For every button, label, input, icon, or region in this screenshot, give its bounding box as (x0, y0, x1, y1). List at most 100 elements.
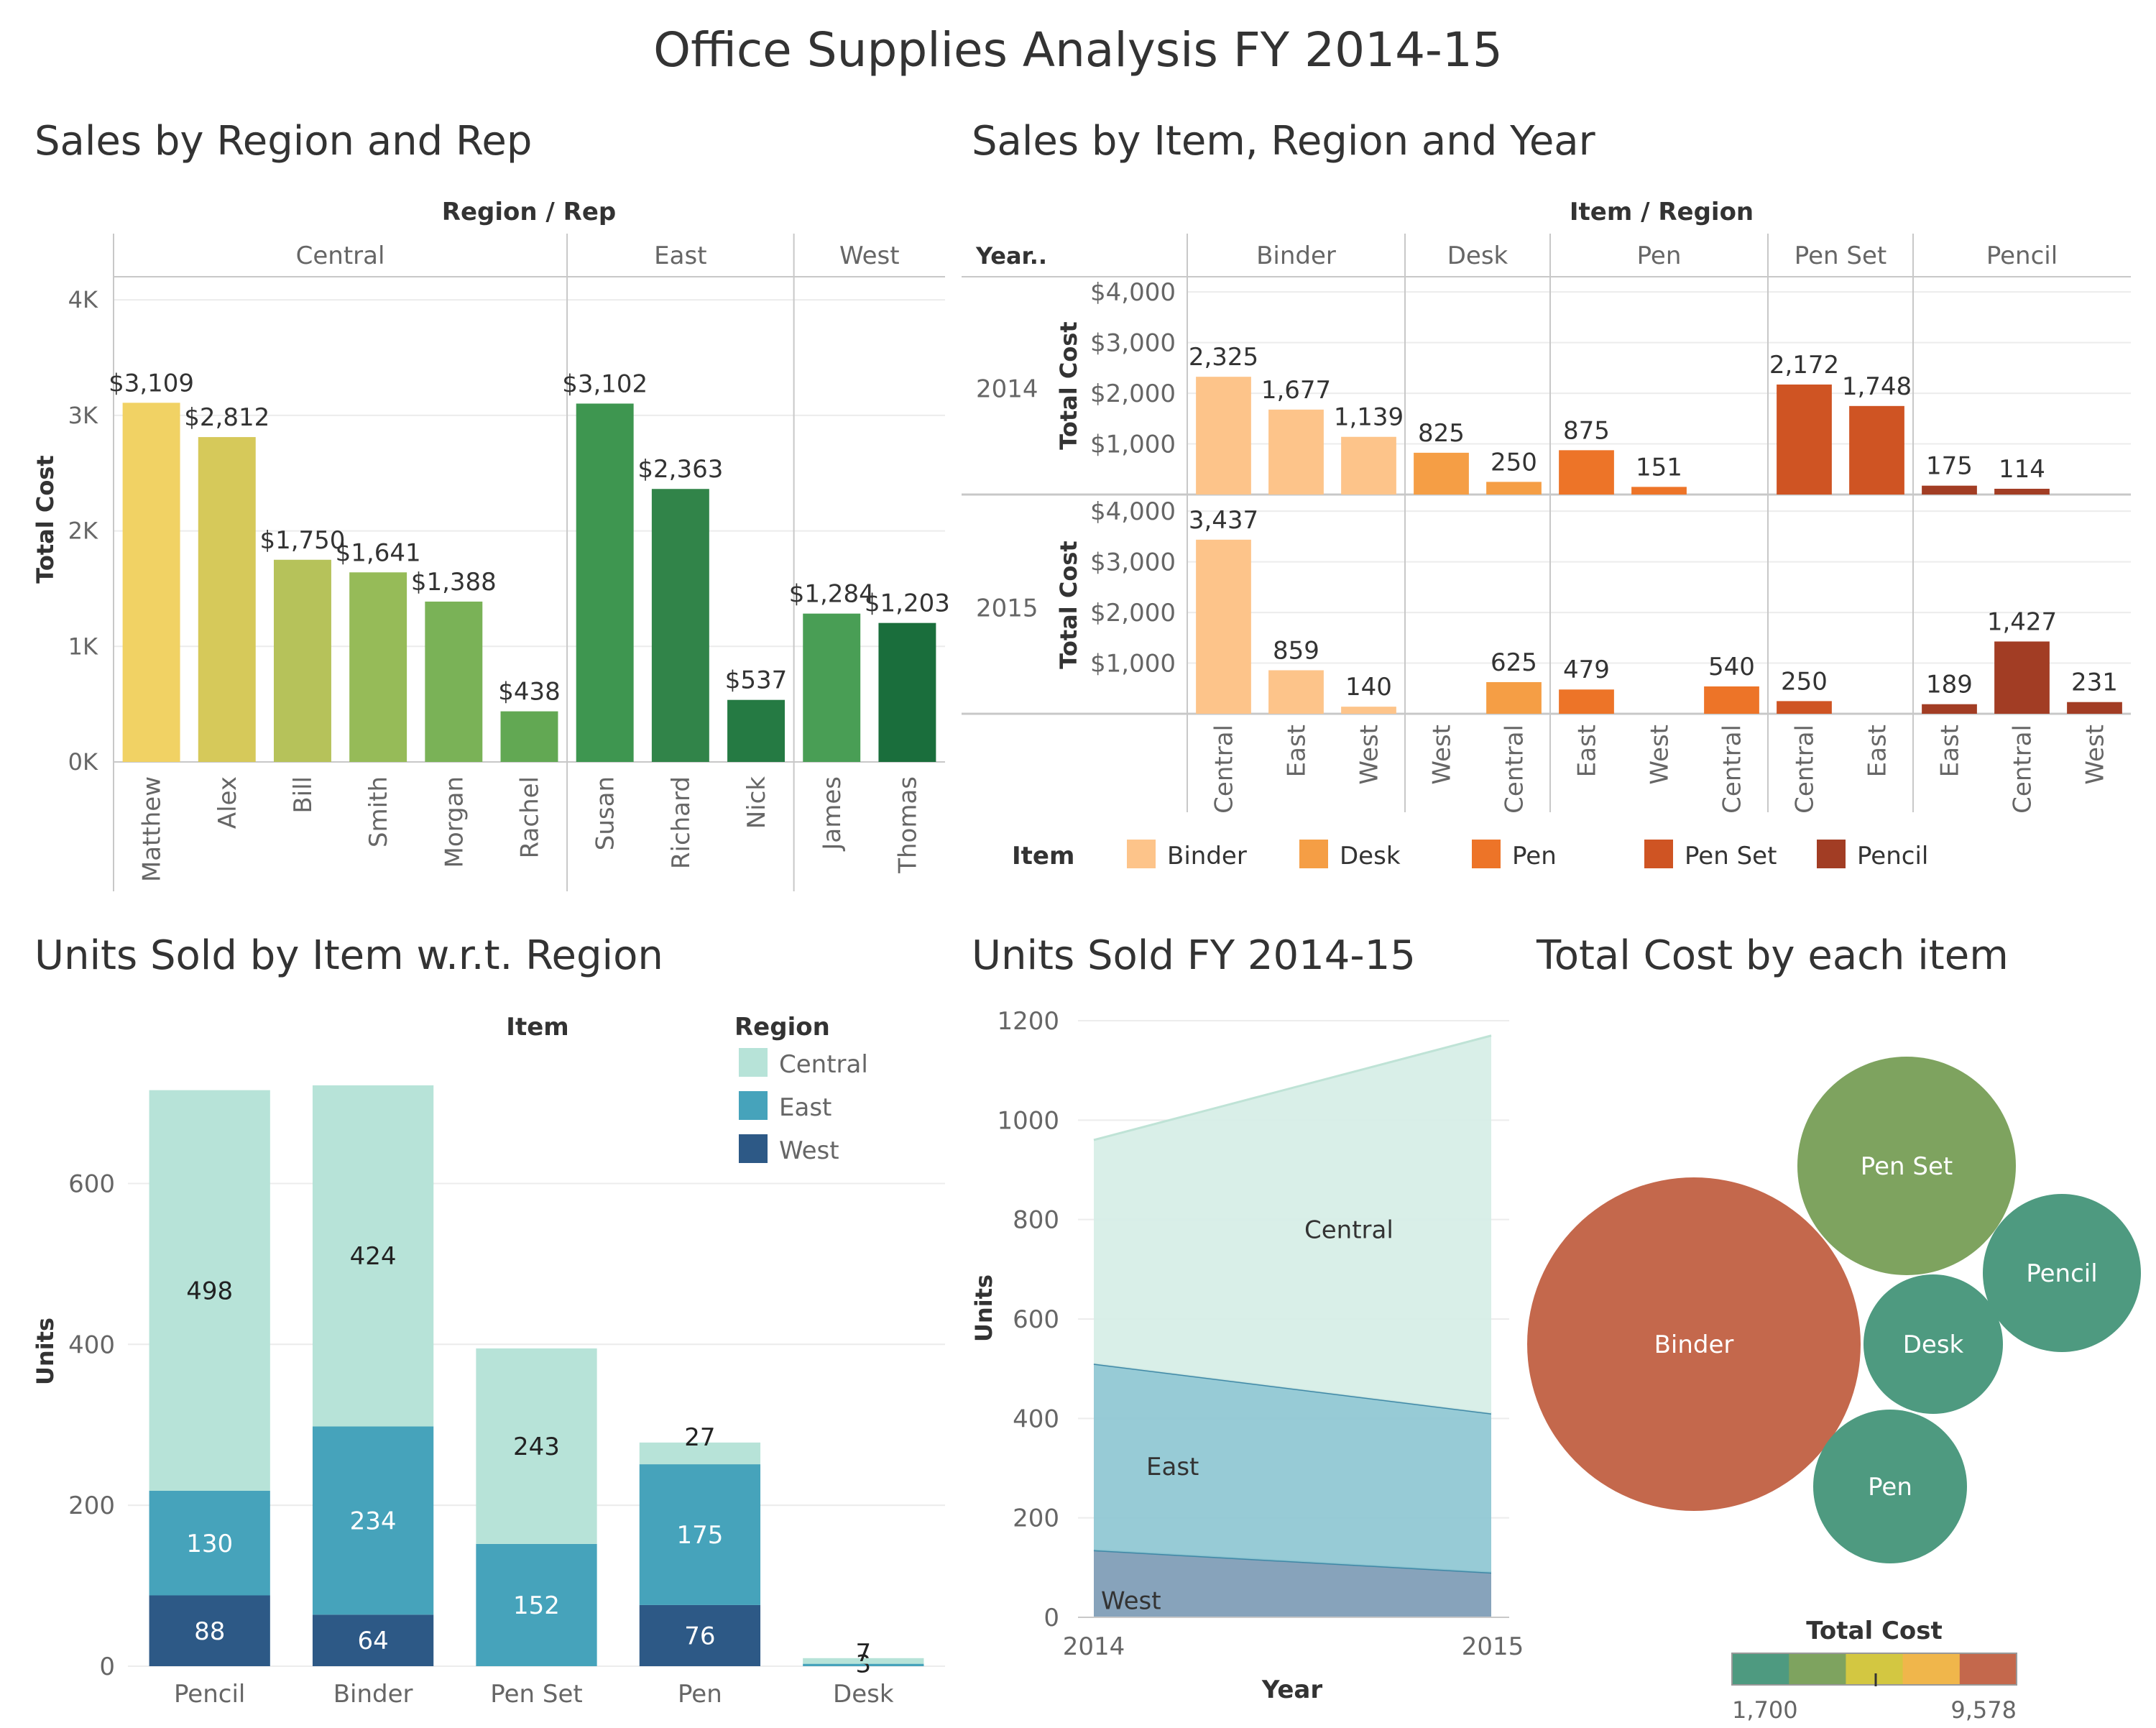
bar (1922, 704, 1977, 714)
bar (1994, 488, 2050, 495)
x-tick-label: West (1646, 725, 1674, 785)
x-tick-label: Smith (364, 776, 393, 847)
data-label: $1,388 (411, 568, 497, 597)
y-axis-label: Total Cost (32, 455, 59, 583)
data-label: 1,748 (1842, 372, 1912, 401)
area-label: East (1146, 1453, 1199, 1481)
legend-swatch (1299, 840, 1328, 868)
data-label: $1,284 (789, 580, 875, 609)
bar (1631, 487, 1687, 495)
bar (1196, 377, 1251, 495)
x-tick-label: Central (1501, 725, 1529, 814)
x-tick-label: Central (1791, 725, 1820, 814)
data-label: 2,172 (1769, 351, 1839, 380)
x-tick-label: Susan (591, 776, 620, 850)
bar-segment (312, 1426, 434, 1615)
bar (878, 622, 936, 762)
bubble-label: Pen Set (1861, 1152, 1953, 1181)
x-tick-label: West (1428, 725, 1457, 785)
legend-title: Region (734, 1013, 830, 1042)
y-tick-label: $4,000 (1090, 278, 1176, 307)
color-legend-frame (1731, 1653, 2017, 1686)
bar (1704, 686, 1759, 714)
bar (1341, 707, 1396, 714)
x-tick-label: Bill (289, 776, 318, 814)
legend-swatch (739, 1048, 768, 1077)
chart-title: Sales by Region and Rep (34, 118, 532, 165)
x-tick-label: Central (2009, 725, 2037, 814)
y-tick-label: 200 (1013, 1504, 1059, 1533)
x-tick-label: East (1864, 725, 1892, 777)
legend-label: Desk (1340, 842, 1401, 870)
legend-swatch (1127, 840, 1156, 868)
y-tick-label: 4K (68, 286, 98, 313)
bar (1486, 482, 1542, 495)
bar (651, 489, 709, 762)
region-header: Central (296, 242, 385, 270)
year-label: 2015 (976, 594, 1038, 623)
data-label: 189 (1926, 671, 1973, 699)
y-tick-label: 200 (68, 1492, 115, 1520)
legend-swatch (739, 1091, 768, 1120)
bar-segment (639, 1604, 761, 1666)
data-label: $3,109 (109, 369, 194, 397)
data-label: $3,102 (562, 369, 648, 398)
area-edge (1093, 1034, 1492, 1141)
segment-label: 76 (684, 1622, 715, 1650)
x-tick-label: 2014 (1063, 1632, 1125, 1661)
bar (1849, 405, 1904, 495)
item-header: Pen (1637, 242, 1682, 270)
segment-label: 175 (676, 1521, 723, 1550)
bar-segment (803, 1658, 924, 1664)
x-tick-label: Nick (742, 776, 771, 829)
y-tick-label: 0 (99, 1653, 115, 1681)
x-tick-label: James (818, 776, 847, 852)
legend-title: Item (1012, 842, 1074, 870)
chart-title: Units Sold FY 2014-15 (972, 932, 1416, 979)
area-series (1094, 1035, 1491, 1414)
data-label: 231 (2071, 668, 2118, 697)
x-tick-label: Central (1210, 725, 1239, 814)
bar (122, 403, 180, 762)
bubble-label: Binder (1654, 1331, 1734, 1359)
data-label: $1,750 (259, 526, 345, 555)
bubble-label: Desk (1903, 1331, 1964, 1359)
bar-segment (639, 1464, 761, 1605)
area-label: West (1101, 1587, 1161, 1616)
y-tick-label: $1,000 (1090, 431, 1176, 459)
data-label: 114 (1999, 455, 2045, 484)
data-label: $438 (498, 678, 561, 707)
row-header: Year.. (975, 242, 1047, 270)
legend-label: Pen Set (1685, 842, 1777, 870)
data-label: 151 (1636, 453, 1682, 482)
y-tick-label: 600 (1013, 1305, 1059, 1334)
y-tick-label: 1000 (997, 1106, 1059, 1135)
bar (2067, 702, 2122, 714)
y-axis-label: Total Cost (1055, 541, 1082, 668)
bar (727, 699, 786, 762)
data-label: 1,139 (1334, 403, 1404, 432)
color-legend-swatch (1789, 1653, 1847, 1685)
data-label: $537 (725, 666, 788, 695)
segment-label: 498 (186, 1277, 233, 1305)
y-tick-label: 600 (68, 1169, 115, 1198)
segment-label: 234 (350, 1507, 397, 1535)
x-tick-label: Desk (833, 1680, 894, 1709)
bar-segment (639, 1442, 761, 1465)
x-tick-label: East (1936, 725, 1965, 777)
bar (1994, 641, 2050, 714)
region-header: East (654, 242, 706, 270)
data-label: $1,203 (865, 589, 950, 618)
y-tick-label: $3,000 (1090, 329, 1176, 358)
x-tick-label: Pen (678, 1680, 722, 1709)
chart-title: Units Sold by Item w.r.t. Region (34, 932, 663, 979)
item-header: Pencil (1986, 242, 2058, 270)
bubble (1864, 1274, 2003, 1414)
area-series (1094, 1364, 1491, 1573)
color-legend-swatch (1959, 1653, 2017, 1685)
color-legend-swatch (1732, 1653, 1790, 1685)
y-axis-label: Units (32, 1318, 59, 1385)
bar (500, 711, 558, 762)
